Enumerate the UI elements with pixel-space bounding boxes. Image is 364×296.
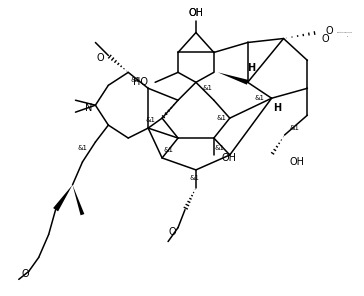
Text: H: H [273, 103, 282, 113]
Polygon shape [53, 185, 72, 211]
Text: N: N [85, 103, 92, 113]
Text: O: O [168, 227, 176, 237]
Text: &1: &1 [215, 145, 225, 151]
Text: &1: &1 [145, 117, 155, 123]
Text: OH: OH [189, 8, 203, 18]
Text: &1: &1 [255, 95, 265, 101]
Text: H: H [248, 63, 256, 73]
Text: &1: &1 [289, 125, 300, 131]
Text: &1: &1 [78, 145, 87, 151]
Polygon shape [218, 72, 249, 85]
Text: &1: &1 [130, 77, 140, 83]
Text: &1: &1 [217, 115, 227, 121]
Polygon shape [72, 185, 84, 215]
Text: O: O [325, 25, 333, 36]
Text: O: O [22, 269, 29, 279]
Text: OH: OH [289, 157, 305, 167]
Text: O: O [96, 53, 104, 63]
Text: O: O [347, 36, 348, 37]
Text: OH: OH [189, 8, 203, 18]
Text: O: O [321, 33, 329, 44]
Text: &1: &1 [190, 175, 200, 181]
Text: methoxy placeholder: methoxy placeholder [337, 32, 352, 33]
Text: HO: HO [133, 77, 148, 87]
Text: OH: OH [222, 153, 237, 163]
Text: &1: &1 [163, 147, 173, 153]
Text: &1: &1 [203, 85, 213, 91]
